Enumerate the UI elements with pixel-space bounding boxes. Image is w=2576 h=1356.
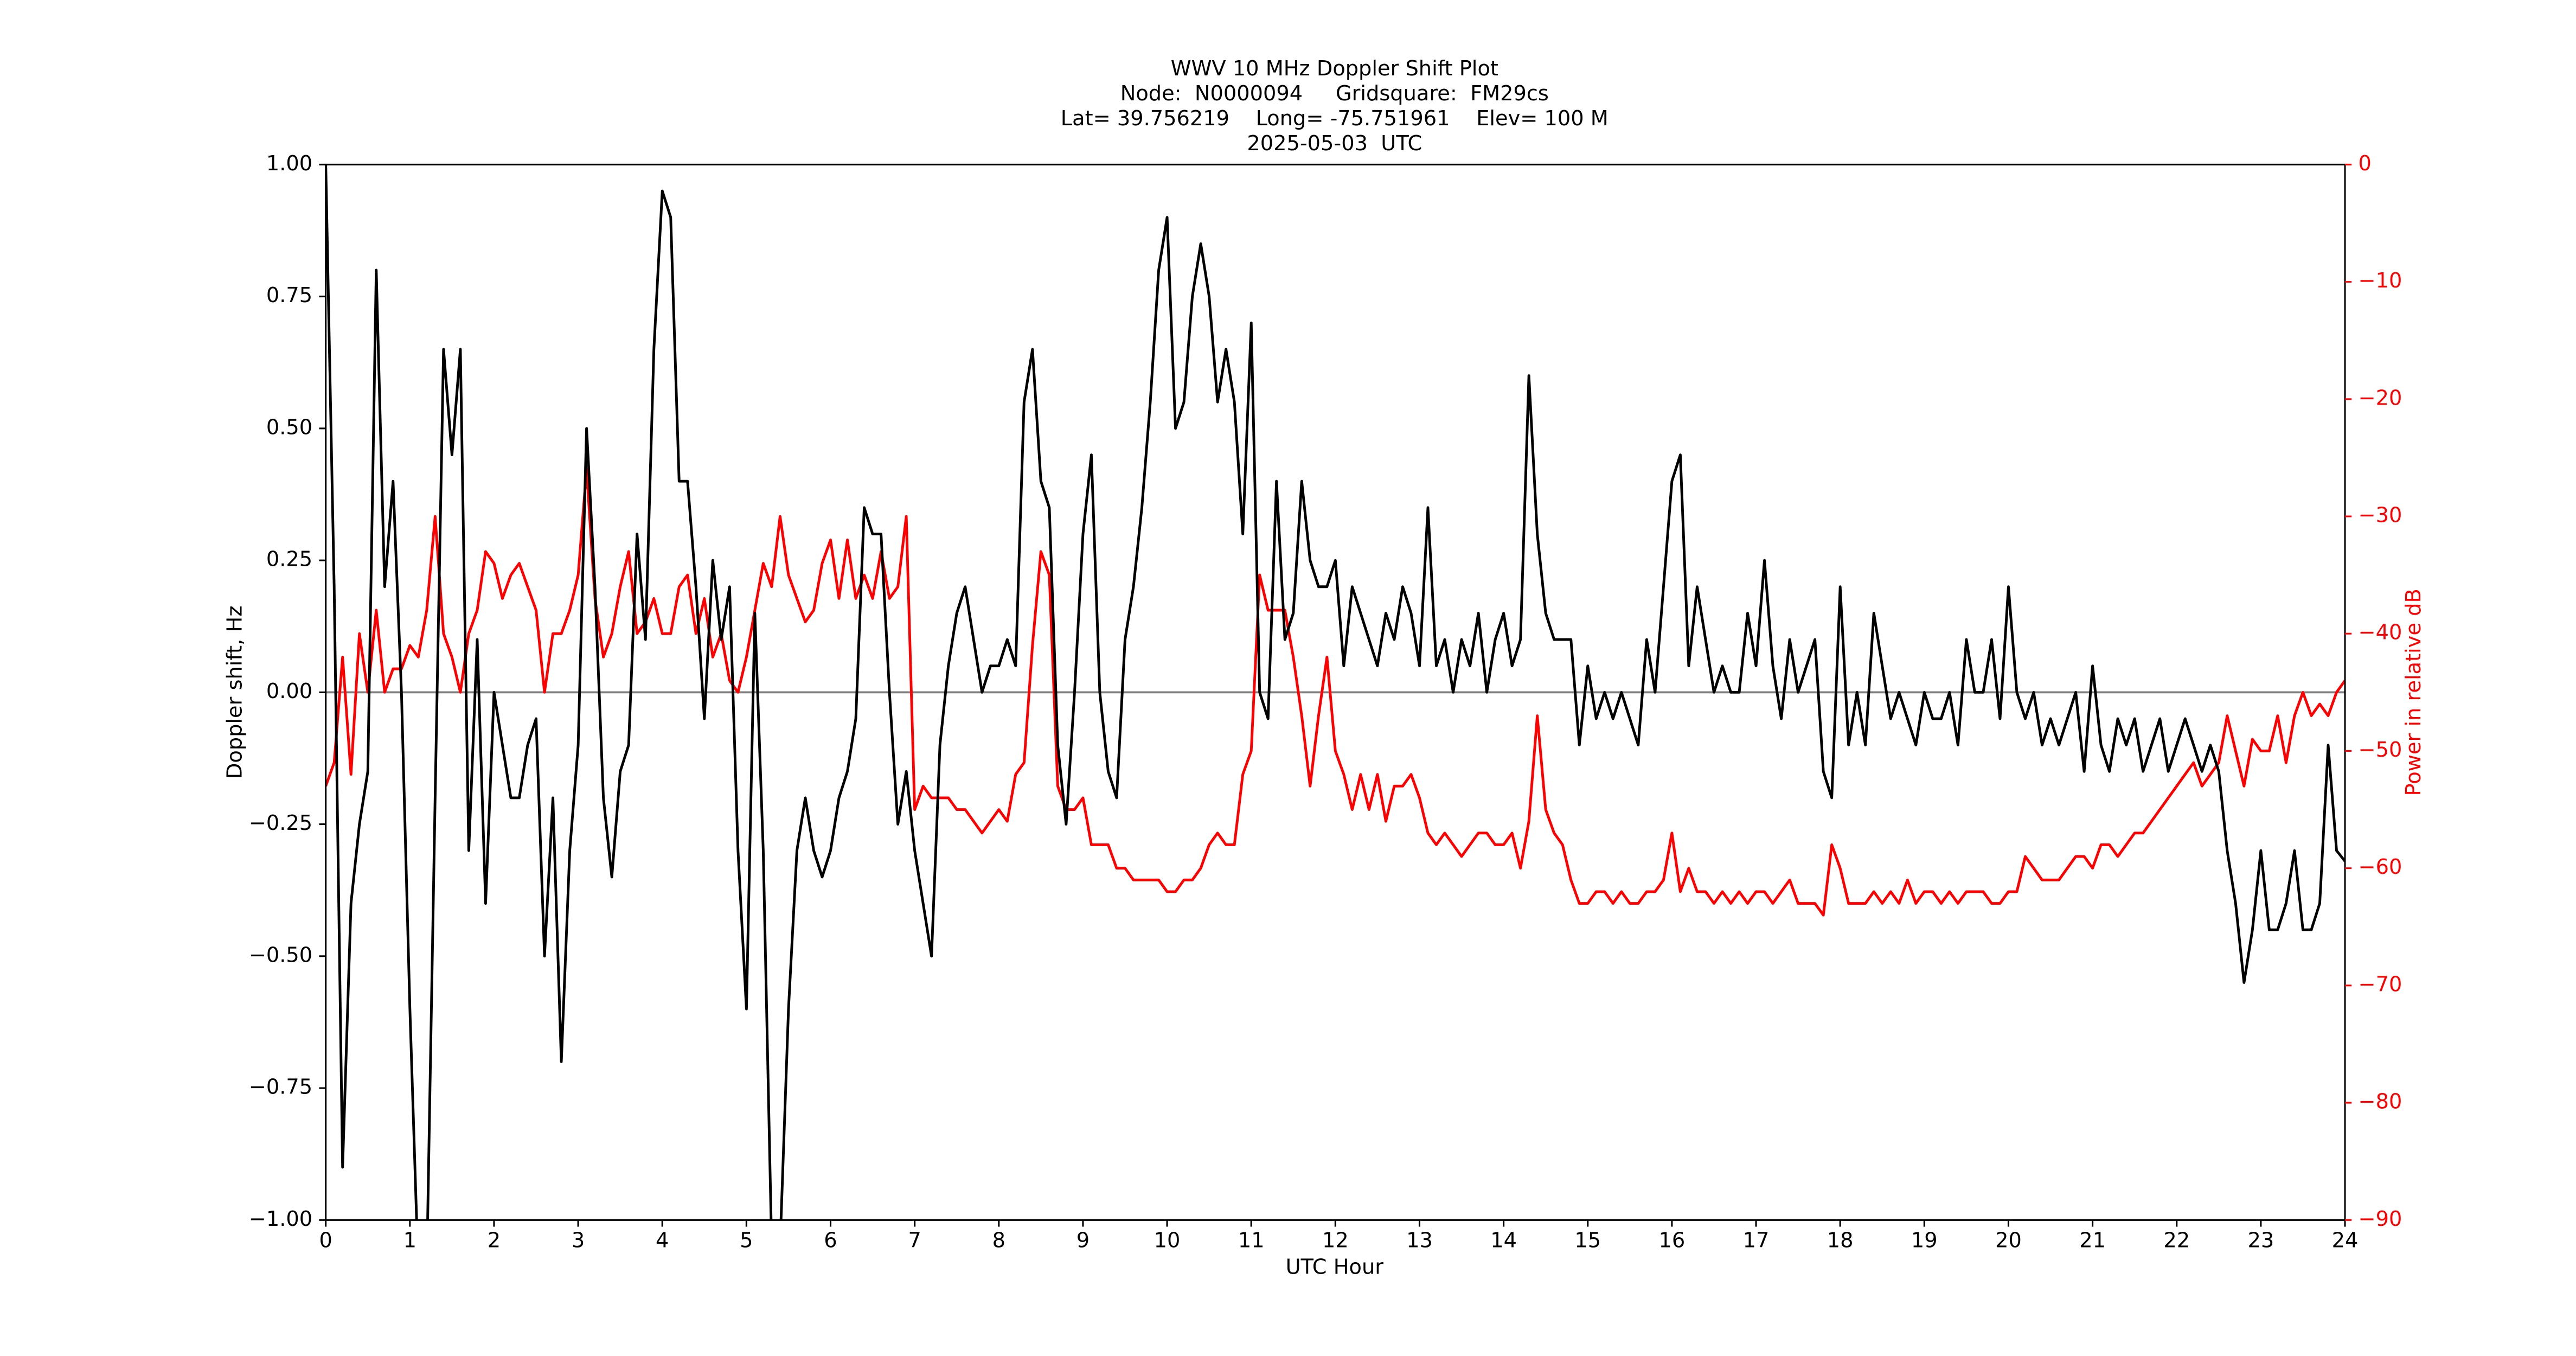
chart-subtitle: Lat= 39.756219 Long= -75.751961 Elev= 10… [1061, 106, 1609, 131]
x-axis-label: UTC Hour [1286, 1255, 1384, 1280]
chart-subtitle: Node: N0000094 Gridsquare: FM29cs [1120, 81, 1549, 106]
x-tick-label: 7 [908, 1229, 921, 1253]
x-tick-label: 14 [1490, 1229, 1517, 1253]
y-tick-label: −0.75 [249, 1075, 312, 1099]
x-tick-label: 4 [656, 1229, 669, 1253]
x-tick-label: 23 [2248, 1229, 2274, 1253]
x-tick-label: 19 [1911, 1229, 1938, 1253]
x-tick-label: 17 [1743, 1229, 1770, 1253]
y2-axis-label: Power in relative dB [2401, 589, 2426, 796]
x-tick-label: 15 [1574, 1229, 1601, 1253]
x-tick-label: 2 [488, 1229, 501, 1253]
y2-tick-label: −50 [2359, 738, 2402, 762]
x-tick-label: 5 [740, 1229, 753, 1253]
y-tick-label: −0.25 [249, 811, 312, 835]
y-tick-label: 0.00 [266, 679, 312, 703]
x-tick-label: 21 [2079, 1229, 2106, 1253]
y2-tick-label: −10 [2359, 268, 2402, 293]
y-tick-label: −0.50 [249, 943, 312, 967]
y-tick-label: 0.50 [266, 415, 312, 439]
y2-tick-label: −30 [2359, 503, 2402, 528]
y2-tick-label: 0 [2359, 151, 2372, 176]
x-tick-label: 3 [572, 1229, 585, 1253]
chart-title: WWV 10 MHz Doppler Shift Plot [1171, 56, 1498, 81]
data-line [325, 164, 2346, 1220]
x-tick-label: 6 [824, 1229, 837, 1253]
x-tick-label: 20 [1995, 1229, 2022, 1253]
x-tick-label: 18 [1827, 1229, 1854, 1253]
x-tick-label: 9 [1076, 1229, 1090, 1253]
x-tick-label: 1 [403, 1229, 416, 1253]
x-tick-label: 8 [992, 1229, 1005, 1253]
x-tick-label: 24 [2332, 1229, 2359, 1253]
x-tick-label: 16 [1659, 1229, 1686, 1253]
y2-tick-label: −90 [2359, 1207, 2402, 1231]
y-tick-label: −1.00 [249, 1207, 312, 1231]
y-axis-label: Doppler shift, Hz [223, 606, 247, 779]
x-tick-label: 11 [1238, 1229, 1265, 1253]
x-tick-label: 12 [1322, 1229, 1349, 1253]
y-tick-label: 1.00 [266, 151, 312, 176]
y2-tick-label: −80 [2359, 1090, 2402, 1114]
x-tick-label: 13 [1406, 1229, 1433, 1253]
y2-tick-label: −40 [2359, 621, 2402, 645]
y-tick-label: 0.75 [266, 283, 312, 308]
chart-subtitle: 2025-05-03 UTC [1247, 131, 1422, 156]
y2-tick-label: −60 [2359, 855, 2402, 879]
x-tick-label: 0 [319, 1229, 332, 1253]
y2-tick-label: −70 [2359, 972, 2402, 996]
y-tick-label: 0.25 [266, 547, 312, 572]
y2-tick-label: −20 [2359, 386, 2402, 410]
x-tick-label: 22 [2163, 1229, 2190, 1253]
x-tick-label: 10 [1154, 1229, 1181, 1253]
data-line [325, 468, 2346, 917]
